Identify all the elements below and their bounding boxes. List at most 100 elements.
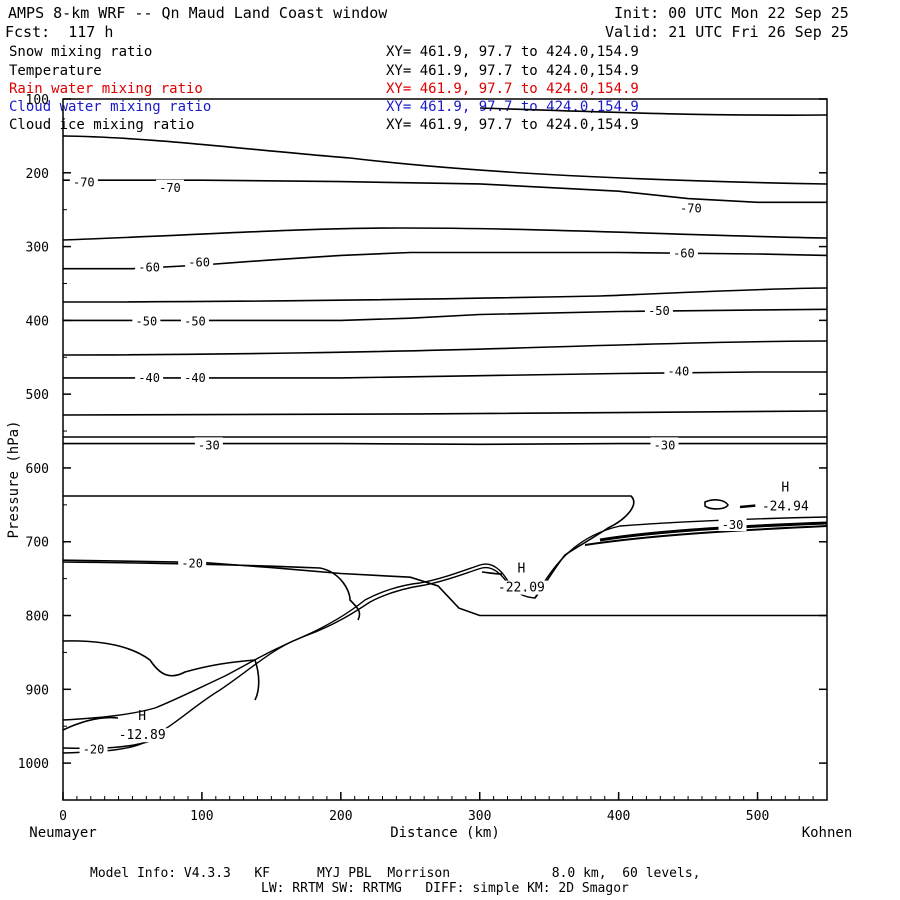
contour-line: [62, 516, 828, 754]
contour-line: [62, 566, 513, 721]
x-axis-label: Distance (km): [390, 825, 500, 841]
y-axis-label: Pressure (hPa): [6, 420, 22, 538]
contour-label: -60: [138, 261, 160, 275]
contour-label: -60: [188, 255, 210, 269]
contour-label: -30: [722, 518, 744, 532]
contour-line: [62, 340, 828, 356]
contour-line: [62, 287, 828, 303]
contour-label-bg: [135, 370, 164, 385]
contour-label-bg: [155, 179, 184, 194]
contour-line: [62, 716, 119, 731]
high-value-bg: [112, 728, 173, 743]
high-value-bg: [491, 580, 552, 595]
contour-label-bg: [180, 370, 209, 385]
contour-label: -30: [198, 438, 220, 452]
contour-label: -50: [136, 314, 158, 328]
model-info: Model Info: V4.3.3 KF MYJ PBL Morrison 8…: [90, 866, 701, 881]
legend-rain-xy: XY= 461.9, 97.7 to 424.0,154.9: [386, 81, 639, 97]
contour-label-bg: [79, 741, 108, 756]
contour-label: -70: [680, 201, 702, 215]
y-tick-label: 100: [26, 93, 49, 108]
contour-line: [479, 107, 828, 116]
contour-label: -40: [138, 371, 160, 385]
contour-label: -70: [159, 181, 181, 195]
legend-temperature-label: Temperature: [9, 63, 102, 79]
contour-label-bg: [644, 303, 673, 318]
high-value: -24.94: [762, 499, 809, 514]
contour-label: -20: [181, 556, 203, 570]
y-tick-label: 900: [26, 683, 49, 698]
high-value-bg: [755, 499, 816, 514]
isotherm-line: [63, 371, 827, 379]
contour-label-bg: [676, 200, 705, 215]
contour-label: -30: [654, 438, 676, 452]
contour-line: [599, 521, 828, 542]
x-tick-label: 500: [746, 809, 769, 824]
y-tick-label: 200: [26, 167, 49, 182]
contour-label-bg: [178, 555, 207, 570]
isotherm-line: [63, 179, 827, 204]
high-value: -22.09: [498, 581, 545, 596]
legend-rain-label: Rain water mixing ratio: [9, 81, 203, 97]
contour-label-bg: [132, 313, 161, 328]
high-marker: H: [781, 480, 789, 495]
contour-label-bg: [718, 517, 747, 532]
contour-label-bg: [185, 254, 214, 269]
y-tick-label: 600: [26, 462, 49, 477]
plot-title: AMPS 8-km WRF -- Qn Maud Land Coast wind…: [8, 4, 388, 22]
y-tick-label: 400: [26, 314, 49, 329]
legend-cloud-ice-label: Cloud ice mixing ratio: [9, 117, 195, 133]
x-tick-label: 0: [59, 809, 67, 824]
contour-line: [62, 410, 828, 416]
contour-label: -50: [648, 304, 670, 318]
legend-cloud-water-label: Cloud water mixing ratio: [9, 99, 212, 115]
y-tick-label: 300: [26, 241, 49, 256]
contour-line: [62, 640, 260, 701]
high-value: -12.89: [119, 728, 166, 743]
isotherm-line: [63, 308, 828, 322]
model-physics: LW: RRTM SW: RRTMG DIFF: simple KM: 2D S…: [261, 881, 629, 896]
y-tick-label: 500: [26, 388, 49, 403]
contour-label-bg: [650, 437, 679, 452]
init-time: Init: 00 UTC Mon 22 Sep 25: [614, 4, 849, 22]
legend-temperature-xy: XY= 461.9, 97.7 to 424.0,154.9: [386, 63, 639, 79]
contour-labels: -70 -70 -70 -60 -60 -60 -50 -50 -50 -40 -40 -40 -30 -…: [69, 174, 816, 756]
contour-label: -70: [73, 176, 95, 190]
high-marker: H: [138, 709, 146, 724]
forecast-hour: Fcst: 117 h: [5, 23, 114, 41]
legend-snow-label: Snow mixing ratio: [9, 44, 153, 60]
x-tick-label: 300: [468, 809, 491, 824]
y-tick-label: 1000: [18, 757, 49, 772]
x-tick-label: 200: [329, 809, 352, 824]
high-marker: H: [517, 562, 525, 577]
valid-time: Valid: 21 UTC Fri 26 Sep 25: [605, 23, 849, 41]
contour-line: [584, 525, 828, 546]
contour-label: -60: [673, 246, 695, 260]
isotherm-contours: [62, 179, 828, 617]
plot-frame: [62, 98, 828, 801]
legend-snow-xy: XY= 461.9, 97.7 to 424.0,154.9: [386, 44, 639, 60]
isotherm-line: [62, 559, 827, 617]
contour-label: -50: [184, 314, 206, 328]
contour-label-bg: [664, 363, 693, 378]
x-tick-label: 400: [607, 809, 630, 824]
isotherm-line: [63, 251, 828, 270]
contour-line: [62, 740, 151, 750]
contour-label-bg: [180, 313, 209, 328]
y-tick-label: 800: [26, 610, 49, 625]
contour-line: [62, 227, 828, 241]
x-right-end-label: Kohnen: [802, 825, 853, 841]
legend-cloud-ice-xy: XY= 461.9, 97.7 to 424.0,154.9: [386, 117, 639, 133]
isotherm-line: [63, 442, 827, 446]
static-contours: [62, 107, 828, 754]
y-tick-label: 700: [26, 536, 49, 551]
contour-label-bg: [135, 259, 164, 274]
contour-line: [62, 135, 828, 185]
x-tick-label: 100: [190, 809, 213, 824]
contour-label: -40: [184, 371, 206, 385]
chart-axes: 100 200 300 400 500 600 700 800 900 1000 0 100 200 30…: [6, 93, 852, 841]
contour-label: -20: [83, 742, 105, 756]
contour-line: [704, 499, 729, 510]
contour-label-bg: [669, 245, 698, 260]
